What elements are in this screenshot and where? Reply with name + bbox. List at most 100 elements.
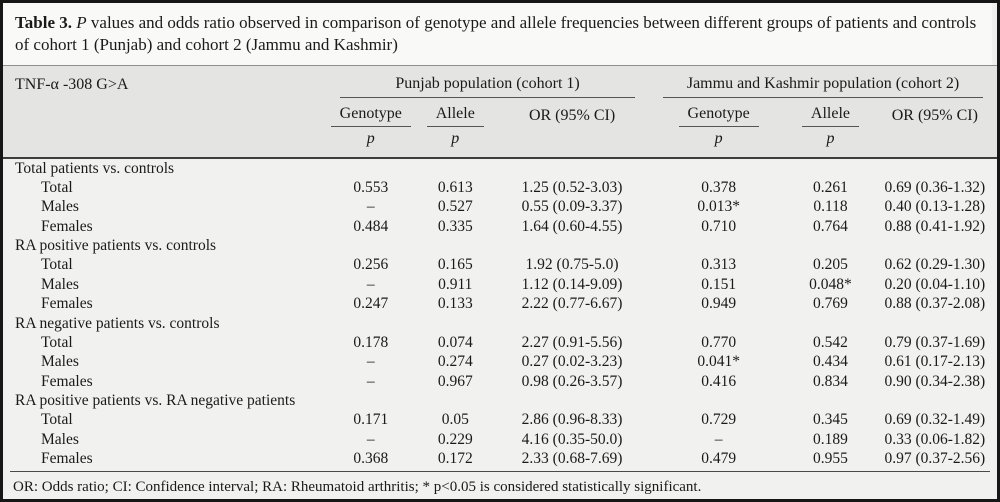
data-row: Males – 0.274 0.27 (0.02-3.23) 0.041* 0.434 0.… [3,353,997,372]
row-label: Males [41,430,79,448]
cell-value: 0.527 [437,198,473,216]
table-body: Total patients vs. controls Total 0.553 0.6… [3,158,997,469]
gene-label: TNF-α -308 G>A [3,65,327,159]
group-header-row: TNF-α -308 G>A Punjab population (cohort… [3,65,997,159]
section-label: RA positive patients vs. RA negative pat… [15,392,296,410]
cell-value: 0.88 (0.37-2.08) [884,295,986,313]
cell-value: 0.764 [813,217,848,235]
cell-value: – [366,372,375,390]
col-genotype-2-label: Genotype [678,105,759,127]
col-genotype-1-label: Genotype [330,105,411,127]
data-row: Females 0.484 0.335 1.64 (0.60-4.55) 0.710 0.… [3,217,997,236]
cell-value: 0.261 [813,178,848,196]
cell-value: 0.378 [701,178,737,196]
data-row: Total 0.178 0.074 2.27 (0.91-5.56) 0.770 0.54… [3,333,997,352]
col-genotype-1: Genotype [326,98,415,127]
col-allele-1-label: Allele [426,105,484,127]
section-header-row: RA negative patients vs. controls [3,314,997,333]
cell-value: 0.013* [697,198,740,216]
data-row: Females 0.247 0.133 2.22 (0.77-6.67) 0.949 0.… [3,295,997,314]
cell-value: 0.205 [813,256,848,274]
cell-value: 0.27 (0.02-3.23) [521,353,623,371]
p-header-row: p p p p [3,126,997,159]
cell-value: 0.33 (0.06-1.82) [884,430,986,448]
cell-value: 0.041* [697,353,740,371]
data-row: Females 0.368 0.172 2.33 (0.68-7.69) 0.479 0.… [3,450,997,469]
cell-value: – [366,353,375,371]
cell-value: 0.178 [353,333,389,351]
cell-value: 0.189 [813,430,848,448]
p-label-genotype-2: p [649,126,789,159]
cell-value: 0.553 [353,178,389,196]
group-header-punjab: Punjab population (cohort 1) [326,65,649,98]
col-allele-1: Allele [416,98,496,127]
cell-value: 0.133 [437,295,473,313]
row-label: Males [41,275,79,293]
cell-value: 0.20 (0.04-1.10) [884,275,986,293]
group-header-punjab-label: Punjab population (cohort 1) [340,75,636,98]
cell-value: 0.345 [813,411,848,429]
cell-value: 0.911 [438,275,473,293]
row-label: Males [41,198,79,216]
table-footnote: OR: Odds ratio; CI: Confidence interval;… [10,470,990,496]
data-row: Males – 0.527 0.55 (0.09-3.37) 0.013* 0.118 0.… [3,198,997,217]
cell-value: 0.955 [813,450,848,468]
cell-value: 0.769 [813,295,848,313]
col-or-1: OR (95% CI) [528,106,616,124]
cell-value: 4.16 (0.35-50.0) [521,430,623,448]
cell-value: 0.55 (0.09-3.37) [521,198,623,216]
cell-value: 0.69 (0.36-1.32) [884,178,986,196]
cell-value: 0.613 [437,178,473,196]
data-row: Total 0.553 0.613 1.25 (0.52-3.03) 0.378 0.26… [3,178,997,197]
cell-value: 2.33 (0.68-7.69) [521,450,623,468]
cell-value: 0.274 [437,353,473,371]
cell-value: – [366,275,375,293]
table-caption-p: P [76,13,87,32]
p-label-genotype-1: p [326,126,416,159]
cell-value: 0.151 [701,275,737,293]
cell-value: 0.118 [813,198,848,216]
cell-value: 0.40 (0.13-1.28) [884,198,986,216]
cell-value: 0.229 [437,430,473,448]
row-label: Females [41,295,93,313]
cell-value: 0.61 (0.17-2.13) [884,353,986,371]
cell-value: 0.256 [353,256,389,274]
cell-value: 0.542 [813,333,848,351]
p-label-allele-2: p [788,126,873,159]
col-allele-2: Allele [788,98,872,127]
col-or-2: OR (95% CI) [891,106,978,124]
cell-value: 0.88 (0.41-1.92) [884,217,986,235]
row-label: Females [41,372,93,390]
section-label: Total patients vs. controls [15,159,175,177]
section-header-row: Total patients vs. controls [3,158,997,178]
row-label: Total [41,256,73,274]
row-label: Females [41,450,93,468]
cell-value: – [366,430,375,448]
data-row: Total 0.171 0.05 2.86 (0.96-8.33) 0.729 0.345… [3,411,997,430]
cell-value: 2.86 (0.96-8.33) [521,411,623,429]
table-header: TNF-α -308 G>A Punjab population (cohort… [3,65,997,159]
cell-value: 0.62 (0.29-1.30) [884,256,986,274]
row-label: Males [41,353,79,371]
cell-value: 1.92 (0.75-5.0) [525,256,619,274]
cell-value: 0.98 (0.26-3.57) [521,372,623,390]
cell-value: 0.247 [353,295,389,313]
col-allele-2-label: Allele [801,105,860,127]
data-row: Females – 0.967 0.98 (0.26-3.57) 0.416 0.834 0… [3,372,997,391]
cell-value: 2.27 (0.91-5.56) [521,333,623,351]
cell-value: 0.368 [353,450,389,468]
p-spacer-1 [495,126,650,159]
row-label: Females [41,217,93,235]
cell-value: 0.79 (0.37-1.69) [884,333,986,351]
cell-value: 0.074 [437,333,473,351]
cell-value: 0.05 [441,411,469,429]
row-label: Total [41,333,73,351]
cell-value: 0.335 [437,217,473,235]
cell-value: 0.949 [701,295,737,313]
col-genotype-2: Genotype [649,98,788,127]
p-spacer-2 [872,126,997,159]
cell-value: – [714,430,723,448]
table-caption-number: Table 3. [15,13,73,32]
group-header-jk-label: Jammu and Kashmir population (cohort 2) [663,75,983,98]
